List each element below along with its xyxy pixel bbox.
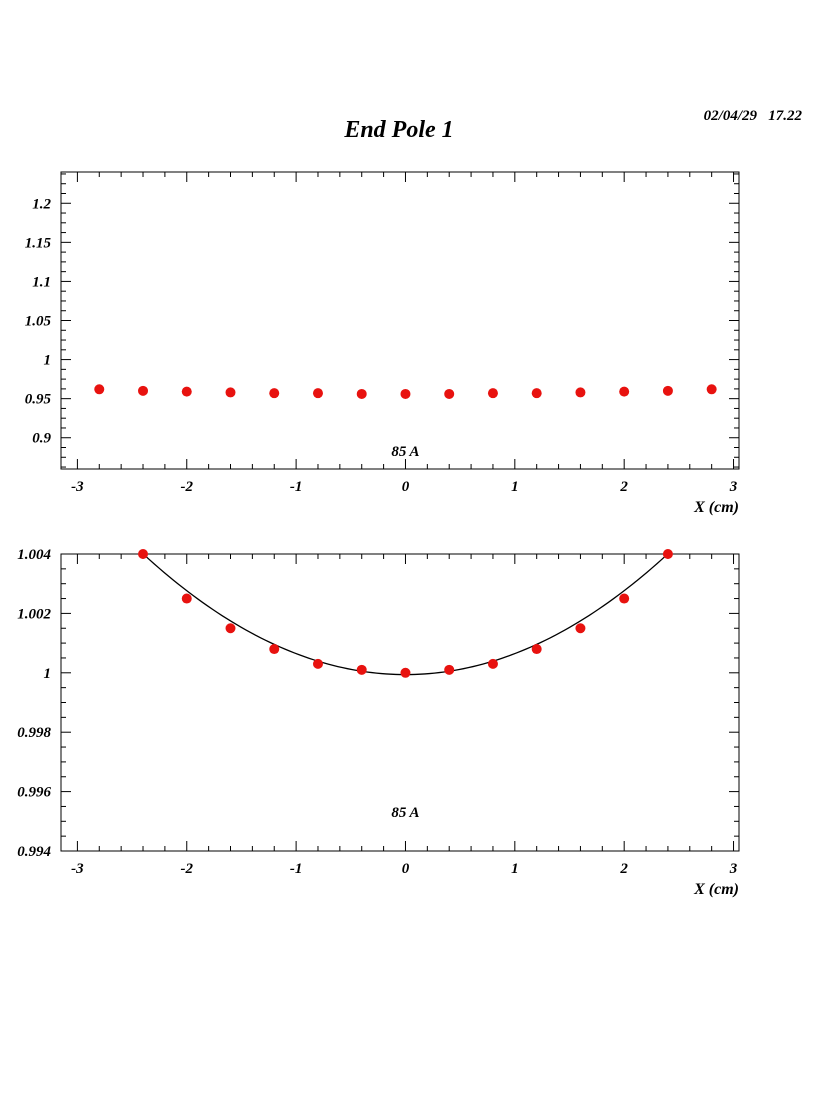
data-point [706,384,717,395]
x-tick-label: 0 [402,479,410,495]
data-point [225,623,236,634]
x-tick-label: -3 [71,479,84,495]
x-axis-label: X (cm) [693,499,739,516]
data-point [269,644,280,655]
data-point [94,384,105,395]
data-point [269,388,280,399]
data-point [619,386,630,397]
x-tick-label: -3 [71,861,84,877]
data-point [312,658,323,669]
y-tick-label: 0.998 [17,725,51,741]
data-point [662,549,673,559]
data-point [444,664,455,675]
data-point [138,385,149,396]
x-tick-label: 2 [619,861,628,877]
data-point [181,593,192,604]
data-point [531,644,542,655]
data-point [400,667,411,678]
x-tick-label: 2 [619,479,628,495]
data-point [356,664,367,675]
data-point [400,388,411,399]
x-tick-label: -1 [290,861,303,877]
y-tick-label: 1.002 [17,606,51,622]
data-point [619,593,630,604]
x-tick-label: 1 [511,479,519,495]
data-point [138,549,149,559]
y-tick-label: 1.1 [32,274,51,290]
y-tick-label: 1 [44,353,52,369]
data-point [487,658,498,669]
data-point [575,623,586,634]
x-tick-label: 1 [511,861,519,877]
y-tick-label: 1.05 [25,314,52,330]
current-annotation: 85 A [391,805,419,821]
y-tick-label: 0.994 [17,844,51,860]
x-tick-label: -1 [290,479,303,495]
fit-curve [142,554,669,676]
y-tick-label: 1.15 [25,235,52,251]
data-point [225,387,236,398]
y-tick-label: 0.9 [32,431,51,447]
current-annotation: 85 A [391,444,419,460]
x-tick-label: -2 [181,861,194,877]
x-tick-label: -2 [181,479,194,495]
y-tick-label: 1.004 [17,547,51,563]
y-tick-label: 0.95 [25,392,52,408]
lower-plot-panel: -3 -2 -1 0 1 2 3 0.994 0.996 0.998 1 1.002 1.004 X (c… [17,547,740,898]
data-point [575,387,586,398]
upper-plot-panel: -3 -2 -1 0 1 2 3 0.9 0.95 1 1.05 1.1 1.15 1.2 X (cm) 85… [25,171,740,516]
data-point [487,388,498,399]
data-point [312,388,323,399]
y-tick-label: 0.996 [17,785,51,801]
plot-frame [60,171,740,470]
datetime-stamp: 02/04/29 17.22 [704,108,803,124]
data-point [662,385,673,396]
x-axis-label: X (cm) [693,881,739,898]
x-tick-label: 3 [729,861,738,877]
x-tick-label: 0 [402,861,410,877]
data-point [444,388,455,399]
y-tick-label: 1 [44,666,52,682]
data-point [356,388,367,399]
y-tick-label: 1.2 [32,196,51,212]
x-tick-label: 3 [729,479,738,495]
data-point [181,386,192,397]
data-point [531,388,542,399]
figure-title: End Pole 1 [343,117,453,143]
